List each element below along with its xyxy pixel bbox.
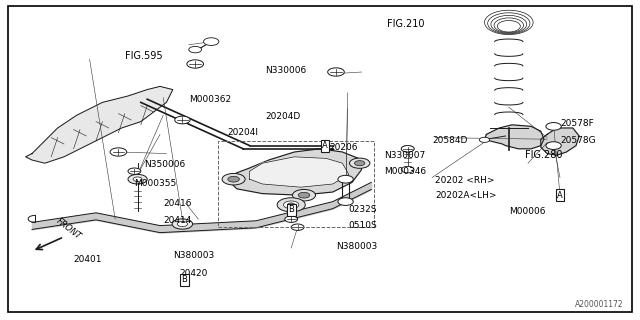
Text: FRONT: FRONT bbox=[54, 217, 83, 242]
Text: 20206: 20206 bbox=[330, 143, 358, 152]
Circle shape bbox=[291, 224, 304, 230]
Circle shape bbox=[349, 158, 370, 168]
Circle shape bbox=[479, 137, 490, 142]
Text: B: B bbox=[288, 205, 294, 214]
Text: 20202A<LH>: 20202A<LH> bbox=[435, 191, 497, 200]
Text: 20401: 20401 bbox=[74, 255, 102, 264]
Text: 20420: 20420 bbox=[179, 269, 207, 278]
Circle shape bbox=[128, 174, 147, 184]
Circle shape bbox=[497, 20, 520, 32]
Circle shape bbox=[277, 198, 305, 212]
Text: 20204I: 20204I bbox=[227, 128, 258, 137]
Circle shape bbox=[401, 166, 414, 173]
Circle shape bbox=[172, 219, 193, 229]
Circle shape bbox=[328, 68, 344, 76]
Text: N380003: N380003 bbox=[336, 242, 377, 251]
Text: N330006: N330006 bbox=[266, 66, 307, 75]
Text: M00006: M00006 bbox=[509, 207, 545, 216]
Text: M000346: M000346 bbox=[384, 167, 426, 176]
Circle shape bbox=[401, 146, 414, 152]
Text: M000362: M000362 bbox=[189, 95, 231, 104]
Text: 20416: 20416 bbox=[163, 199, 192, 208]
Text: N350006: N350006 bbox=[144, 160, 185, 169]
Text: N330007: N330007 bbox=[384, 151, 425, 160]
Text: A: A bbox=[323, 141, 328, 150]
Text: N380003: N380003 bbox=[173, 252, 214, 260]
Circle shape bbox=[228, 176, 239, 182]
Circle shape bbox=[292, 189, 316, 201]
Text: FIG.280: FIG.280 bbox=[525, 150, 563, 160]
Text: 20584D: 20584D bbox=[432, 136, 467, 145]
Text: 20414: 20414 bbox=[163, 216, 191, 225]
Polygon shape bbox=[26, 86, 173, 163]
Circle shape bbox=[284, 201, 299, 209]
Circle shape bbox=[491, 15, 527, 33]
Text: M000355: M000355 bbox=[134, 180, 177, 188]
Circle shape bbox=[546, 142, 561, 149]
Circle shape bbox=[338, 175, 353, 183]
Text: A: A bbox=[557, 191, 563, 200]
Circle shape bbox=[189, 46, 202, 53]
Text: 0510S: 0510S bbox=[349, 221, 378, 230]
Circle shape bbox=[187, 60, 204, 68]
Circle shape bbox=[133, 177, 142, 181]
Circle shape bbox=[287, 203, 295, 207]
Text: 20204D: 20204D bbox=[266, 112, 301, 121]
Text: B: B bbox=[181, 276, 188, 284]
Circle shape bbox=[285, 216, 298, 222]
Circle shape bbox=[298, 192, 310, 198]
Text: 20202 <RH>: 20202 <RH> bbox=[435, 176, 495, 185]
Circle shape bbox=[484, 10, 533, 35]
Text: 20578G: 20578G bbox=[560, 136, 596, 145]
Polygon shape bbox=[227, 149, 362, 195]
Text: A200001172: A200001172 bbox=[575, 300, 624, 309]
Circle shape bbox=[401, 146, 414, 152]
Circle shape bbox=[338, 198, 353, 205]
Circle shape bbox=[177, 221, 188, 227]
Circle shape bbox=[494, 18, 524, 33]
Circle shape bbox=[546, 123, 561, 130]
Circle shape bbox=[175, 116, 190, 124]
Polygon shape bbox=[541, 128, 579, 155]
Polygon shape bbox=[250, 157, 349, 187]
Circle shape bbox=[222, 173, 245, 185]
Circle shape bbox=[110, 148, 127, 156]
Text: 0232S: 0232S bbox=[349, 205, 378, 214]
Text: FIG.595: FIG.595 bbox=[125, 51, 163, 61]
Text: FIG.210: FIG.210 bbox=[387, 19, 425, 29]
Circle shape bbox=[204, 38, 219, 45]
Circle shape bbox=[488, 13, 530, 34]
Text: 20578F: 20578F bbox=[560, 119, 594, 128]
Circle shape bbox=[128, 168, 141, 174]
Polygon shape bbox=[485, 125, 544, 149]
Circle shape bbox=[355, 161, 365, 166]
Bar bbox=[218, 141, 374, 227]
